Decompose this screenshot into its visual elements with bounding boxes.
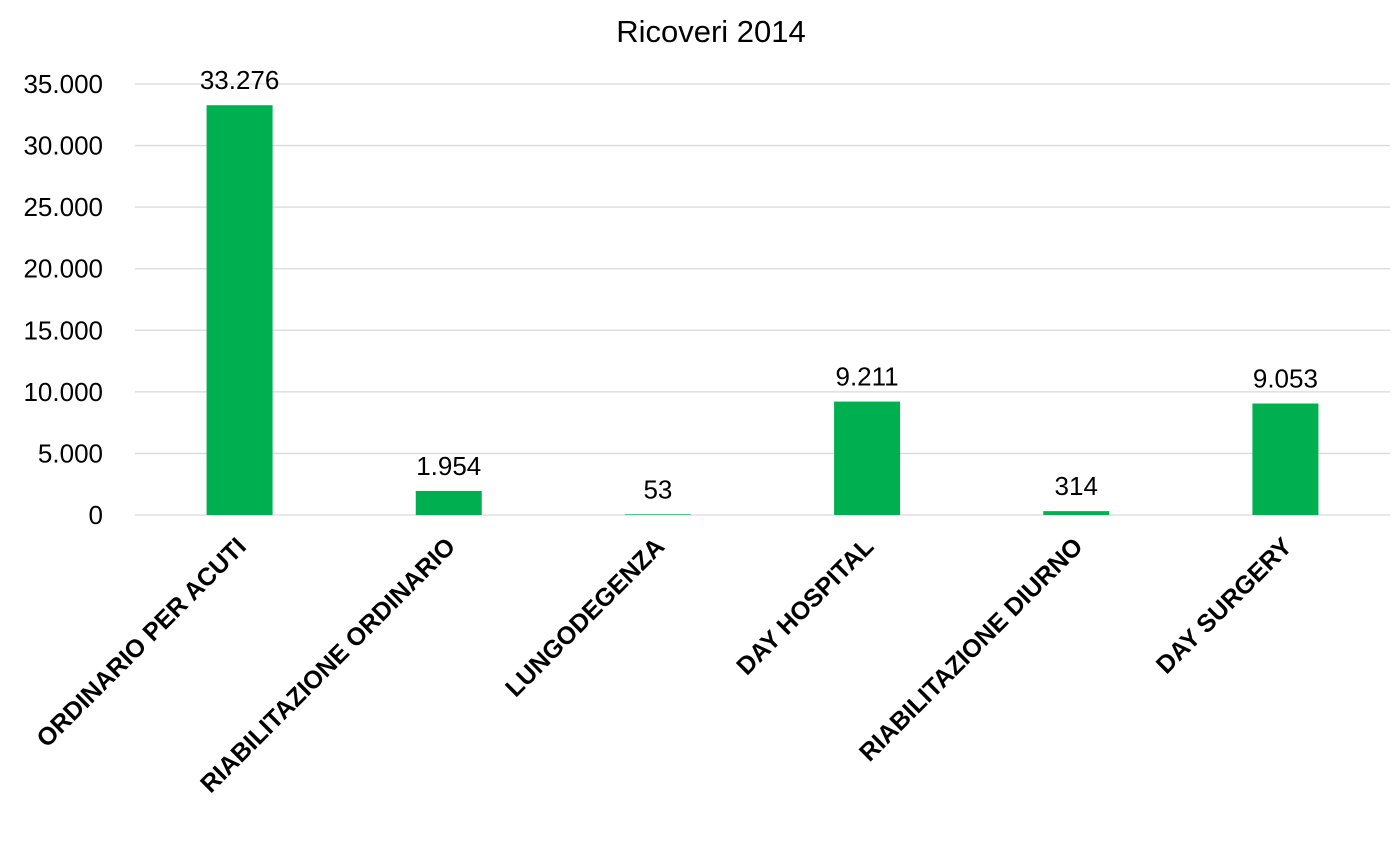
y-tick-label: 25.000 [23, 192, 103, 222]
data-label: 314 [1055, 471, 1098, 501]
y-tick-label: 0 [89, 500, 103, 530]
y-tick-label: 5.000 [38, 438, 103, 468]
chart-title: Ricoveri 2014 [616, 14, 806, 49]
y-tick-label: 10.000 [23, 377, 103, 407]
x-tick-label: RIABILITAZIONE ORDINARIO [195, 532, 461, 798]
x-tick-label: DAY SURGERY [1151, 532, 1298, 679]
x-tick-label: ORDINARIO PER ACUTI [31, 532, 251, 752]
x-tick-label: RIABILITAZIONE DIURNO [854, 532, 1089, 767]
y-axis-ticks: 0 5.000 10.000 15.000 20.000 25.000 30.000 35.0… [23, 69, 103, 530]
data-label: 9.053 [1253, 364, 1318, 394]
data-labels: 33.276 1.954 53 9.211 314 9.053 [200, 65, 1318, 504]
data-label: 53 [643, 474, 672, 504]
y-tick-label: 15.000 [23, 315, 103, 345]
bar [206, 105, 273, 515]
bars [206, 105, 1319, 515]
data-label: 9.211 [836, 362, 899, 392]
x-tick-label: LUNGODEGENZA [500, 532, 670, 702]
y-tick-label: 30.000 [23, 131, 103, 161]
bar [415, 490, 482, 515]
x-tick-label: DAY HOSPITAL [731, 532, 879, 680]
bar [1043, 511, 1110, 515]
bar [1252, 403, 1319, 515]
data-label: 33.276 [200, 65, 280, 95]
bar [834, 401, 901, 515]
y-tick-label: 35.000 [23, 69, 103, 99]
gridlines [135, 83, 1390, 516]
y-tick-label: 20.000 [23, 254, 103, 284]
data-label: 1.954 [416, 451, 481, 481]
bar [624, 514, 691, 515]
